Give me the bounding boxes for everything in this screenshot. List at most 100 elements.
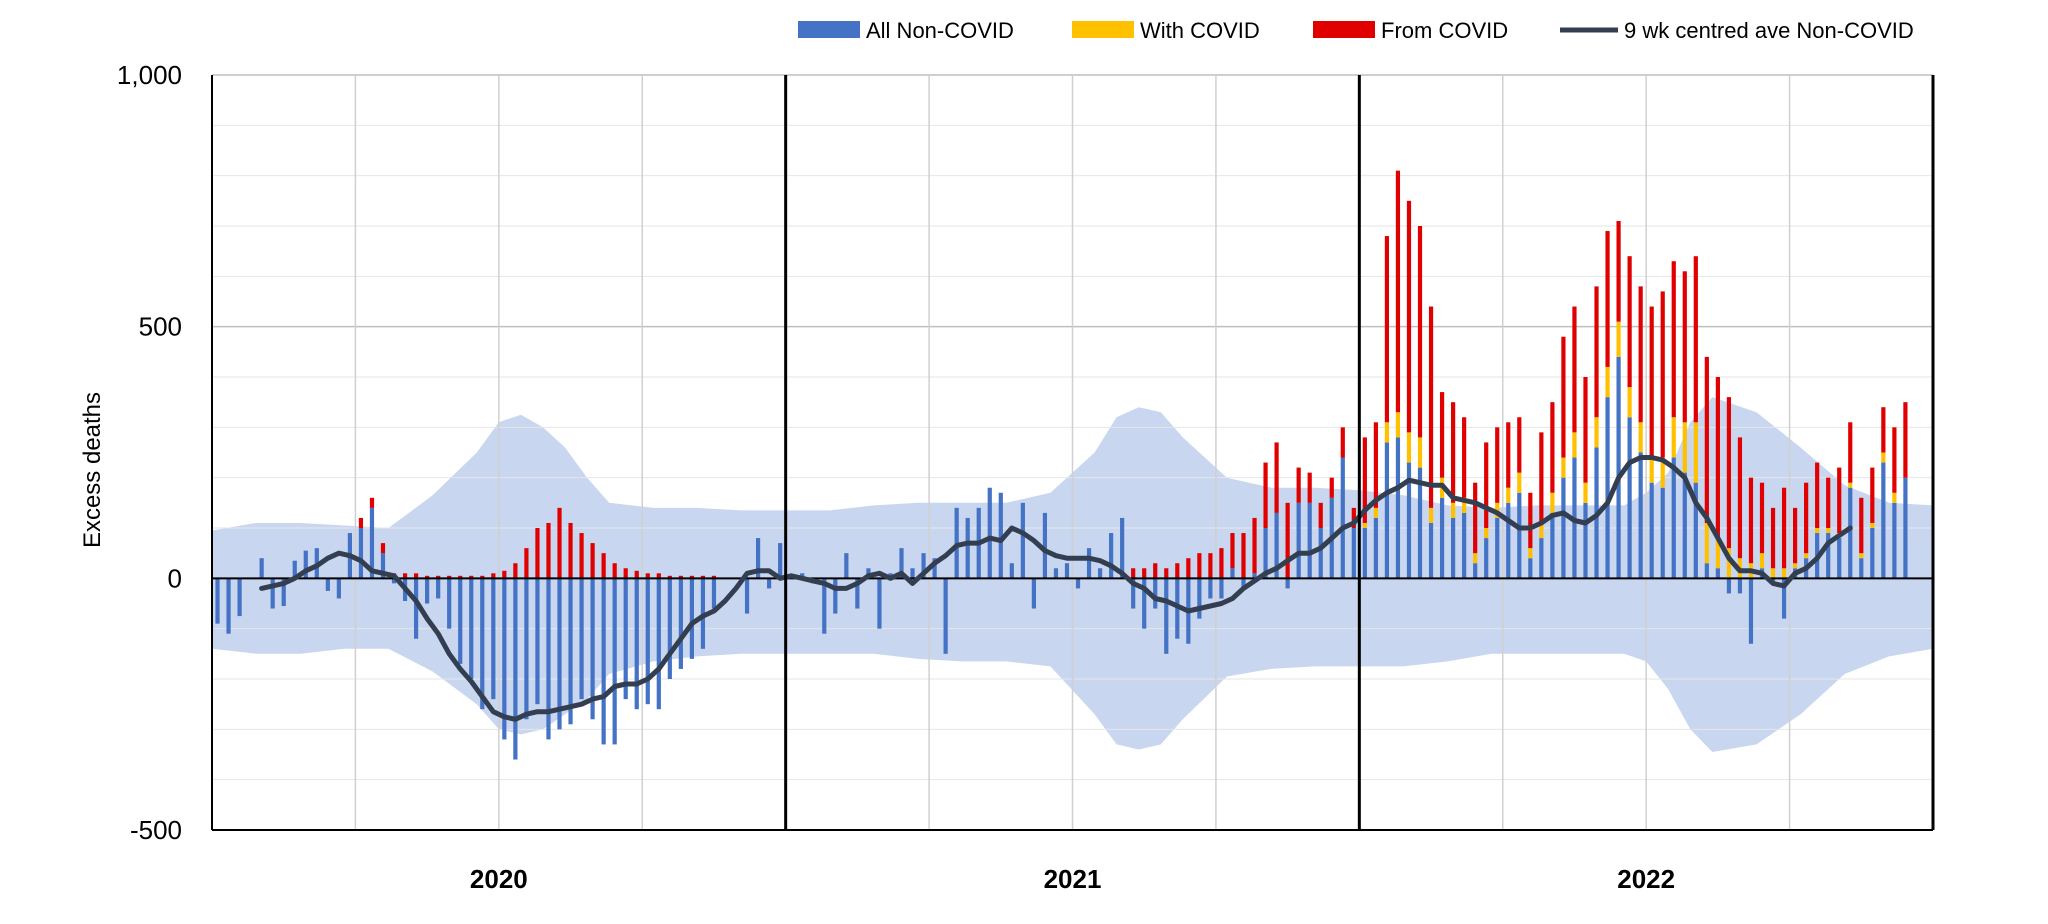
bar-non-covid	[380, 553, 386, 579]
bar-from-covid	[1815, 462, 1820, 528]
bar-with-covid	[1627, 387, 1632, 418]
bar-with-covid	[1506, 487, 1511, 503]
bar-with-covid	[1848, 482, 1853, 488]
bar-non-covid	[1616, 356, 1621, 579]
bar-non-covid	[1075, 578, 1081, 589]
bar-from-covid	[711, 575, 717, 579]
bar-with-covid	[1671, 417, 1676, 458]
bar-from-covid	[1495, 427, 1500, 503]
bar-with-covid	[1815, 528, 1820, 534]
bar-from-covid	[1131, 568, 1136, 579]
bar-from-covid	[645, 573, 650, 579]
bar-non-covid	[1064, 563, 1070, 579]
bar-non-covid	[1263, 528, 1268, 579]
bar-with-covid	[1550, 492, 1555, 513]
bar-from-covid	[557, 507, 562, 579]
bar-from-covid	[1318, 502, 1323, 528]
bar-with-covid	[1605, 366, 1610, 398]
bar-from-covid	[1715, 377, 1720, 539]
bar-with-covid	[1539, 522, 1544, 539]
bar-non-covid	[1649, 482, 1654, 579]
bar-from-covid	[425, 575, 430, 579]
bar-non-covid	[1693, 482, 1698, 579]
bar-from-covid	[502, 570, 507, 579]
bar-from-covid	[1142, 568, 1147, 579]
bar-from-covid	[689, 575, 694, 579]
bar-with-covid	[1406, 432, 1412, 463]
bar-non-covid	[998, 492, 1003, 579]
bar-non-covid	[1671, 457, 1676, 579]
bar-from-covid	[667, 575, 672, 579]
bar-non-covid	[1042, 512, 1048, 579]
bar-non-covid	[1097, 568, 1103, 579]
bar-non-covid	[1627, 417, 1632, 579]
bar-from-covid	[601, 553, 606, 579]
bar-with-covid	[1428, 507, 1434, 523]
bar-from-covid	[1384, 236, 1390, 423]
bar-non-covid	[1142, 578, 1147, 629]
bar-non-covid	[413, 578, 419, 639]
bar-non-covid	[1495, 517, 1500, 579]
bar-from-covid	[1848, 422, 1853, 483]
bar-with-covid	[1781, 568, 1787, 579]
bar-non-covid	[1892, 502, 1897, 579]
bar-non-covid	[778, 543, 783, 579]
bar-from-covid	[1351, 507, 1356, 528]
bar-from-covid	[590, 543, 595, 579]
y-tick-label: 0	[168, 563, 182, 593]
bar-with-covid	[1462, 497, 1467, 513]
bar-non-covid	[932, 558, 937, 579]
bar-from-covid	[402, 573, 408, 579]
bar-non-covid	[270, 578, 275, 609]
bar-non-covid	[1230, 568, 1235, 579]
bar-non-covid	[943, 578, 948, 654]
bar-non-covid	[336, 578, 341, 599]
bar-from-covid	[1903, 402, 1908, 478]
bar-non-covid	[1781, 578, 1787, 619]
bar-from-covid	[1373, 422, 1378, 508]
bar-non-covid	[1020, 502, 1025, 579]
bar-from-covid	[1660, 291, 1665, 458]
bar-non-covid	[1870, 528, 1875, 579]
bar-from-covid	[1726, 397, 1732, 549]
bar-non-covid	[469, 578, 474, 679]
bar-non-covid	[535, 578, 540, 705]
bar-non-covid	[1197, 578, 1202, 619]
bar-non-covid	[237, 578, 242, 617]
bar-with-covid	[1660, 457, 1665, 488]
bar-from-covid	[568, 522, 573, 579]
y-tick-label: -500	[130, 815, 182, 845]
bar-from-covid	[1252, 517, 1257, 574]
bar-non-covid	[1715, 568, 1720, 579]
bar-non-covid	[1384, 442, 1390, 579]
bar-non-covid	[1859, 558, 1864, 579]
bar-from-covid	[623, 568, 628, 579]
bar-non-covid	[1848, 487, 1853, 579]
bar-from-covid	[700, 575, 706, 579]
legend-swatch	[1313, 21, 1375, 38]
bar-from-covid	[1517, 417, 1522, 473]
bar-non-covid	[1528, 558, 1533, 579]
bar-from-covid	[1462, 417, 1467, 498]
bar-with-covid	[1649, 457, 1654, 483]
bar-with-covid	[1561, 457, 1566, 478]
bar-non-covid	[1837, 538, 1842, 579]
bar-non-covid	[1748, 578, 1754, 644]
bar-from-covid	[634, 570, 639, 579]
bar-non-covid	[1726, 578, 1732, 594]
bar-from-covid	[1428, 306, 1434, 508]
bar-with-covid	[1362, 522, 1367, 528]
bar-with-covid	[1384, 422, 1390, 443]
bar-with-covid	[1638, 422, 1643, 453]
bar-non-covid	[303, 550, 308, 579]
bar-from-covid	[1671, 261, 1676, 418]
legend-label: 9 wk centred ave Non-COVID	[1624, 18, 1914, 43]
bar-from-covid	[1153, 563, 1158, 579]
bar-non-covid	[899, 548, 904, 579]
bar-non-covid	[1903, 477, 1908, 579]
bar-non-covid	[1439, 497, 1445, 579]
bar-from-covid	[1748, 477, 1754, 564]
bar-with-covid	[1892, 492, 1897, 503]
bar-from-covid	[1296, 467, 1301, 503]
